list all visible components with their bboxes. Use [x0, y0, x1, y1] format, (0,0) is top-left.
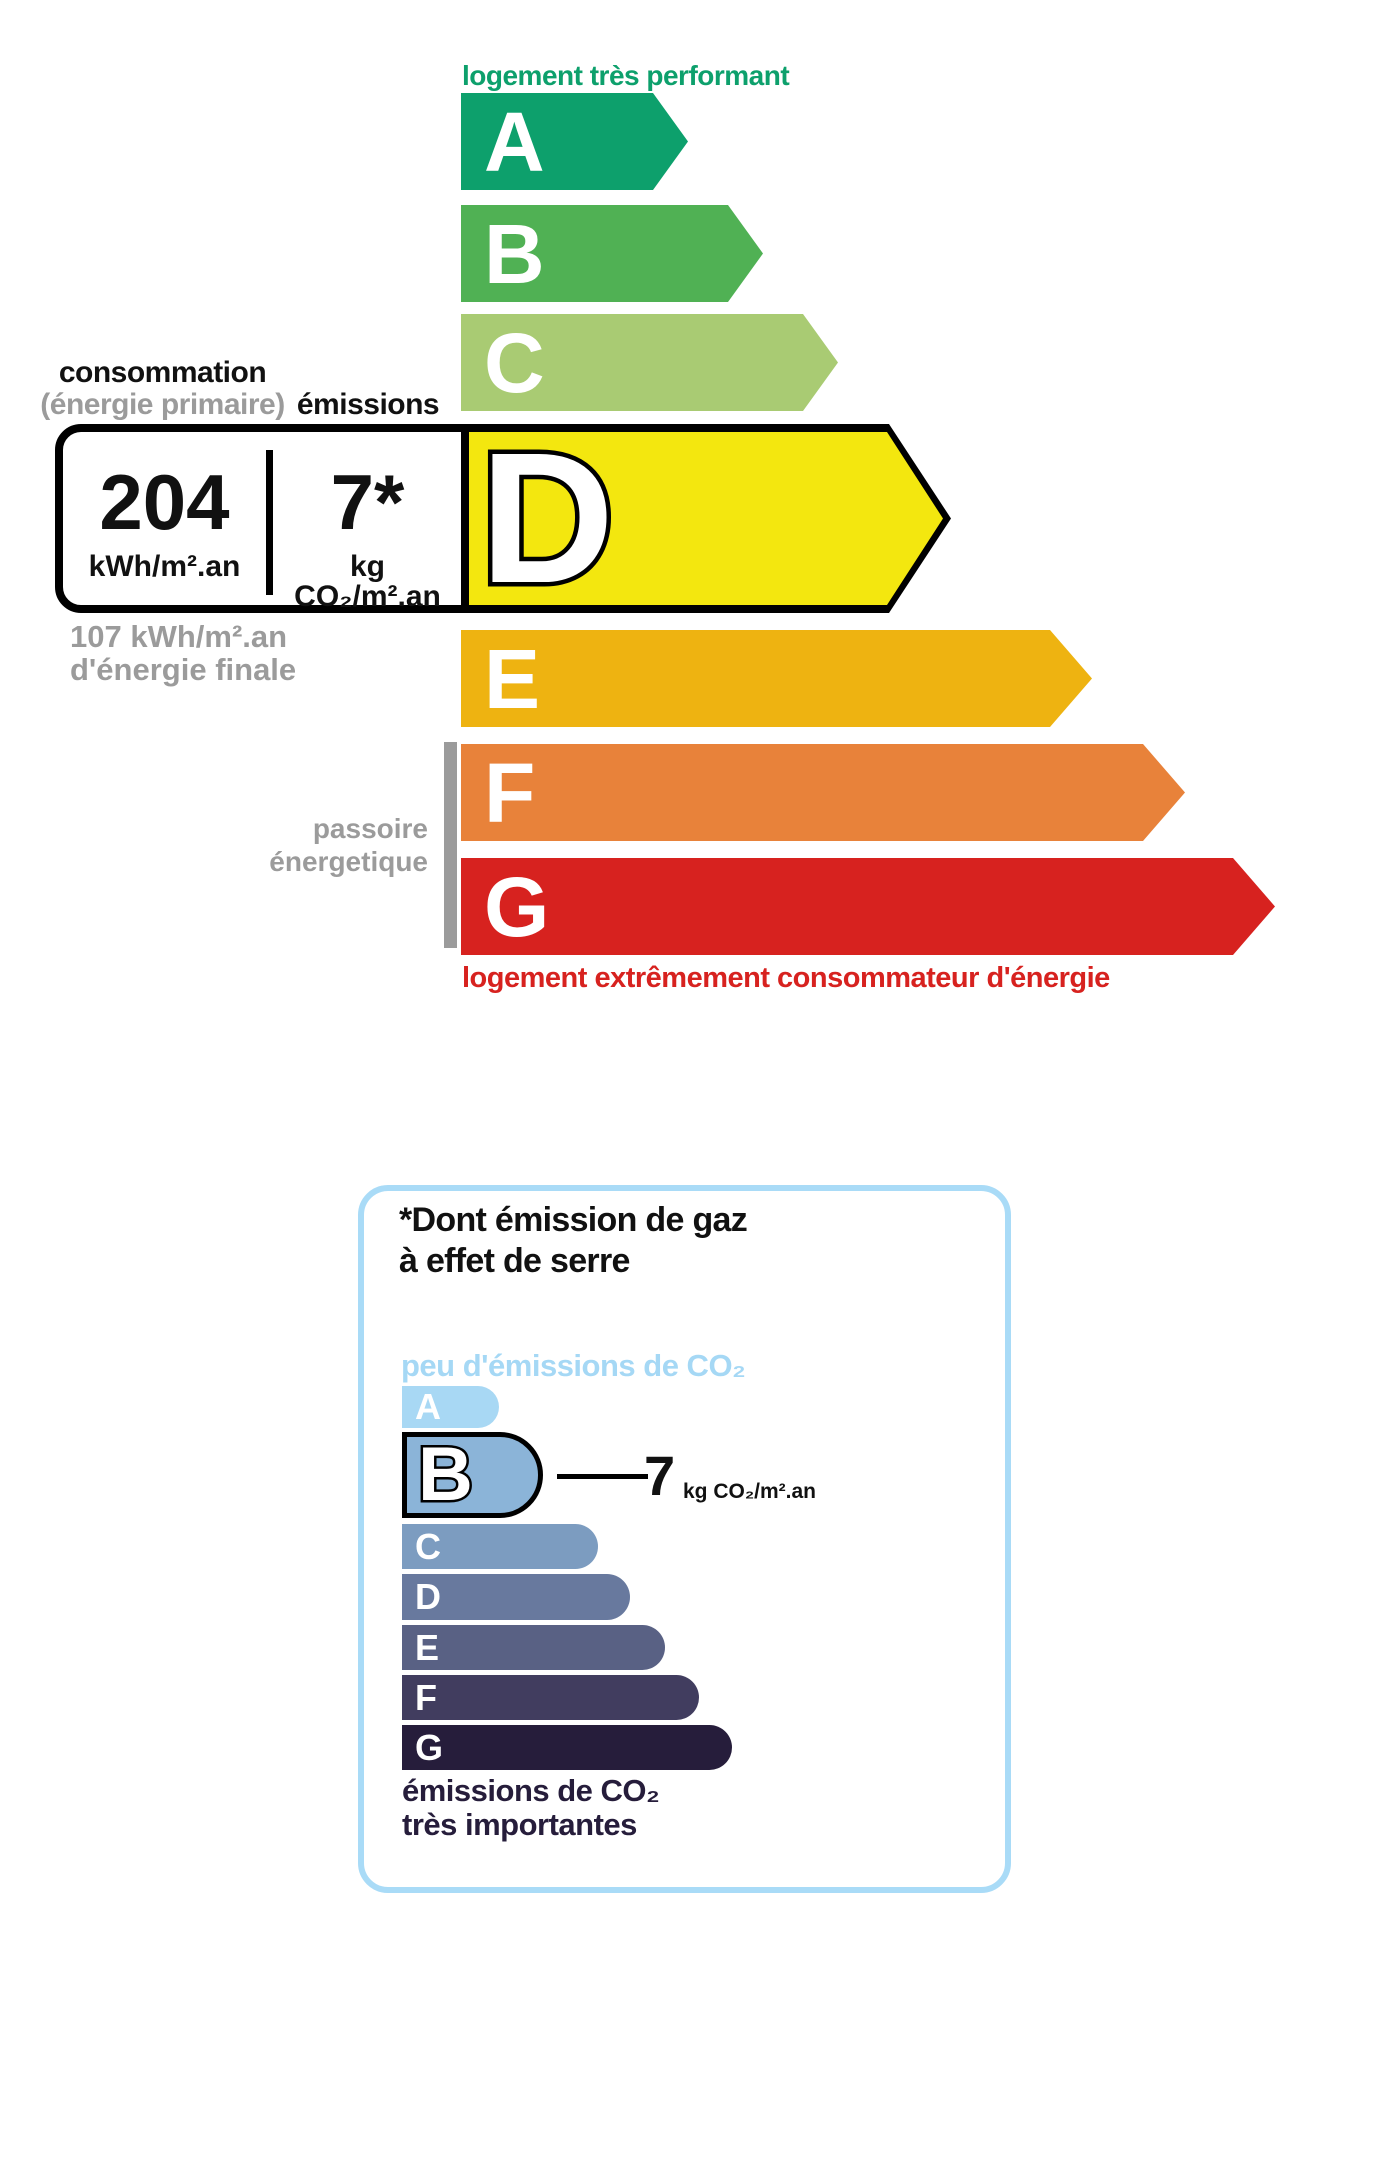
primary-energy-label: (énergie primaire)	[40, 388, 285, 421]
co2-class-bar-G: G	[402, 1725, 732, 1770]
current-class-arrow-fill	[469, 432, 943, 605]
final-energy-note: 107 kWh/m².an d'énergie finale	[70, 620, 296, 686]
co2-class-bar-D: D	[402, 1574, 630, 1620]
co2-bottom-caption-line2: très importantes	[402, 1807, 637, 1842]
energy-class-bar-G: G	[461, 858, 1275, 955]
co2-class-bar-E: E	[402, 1625, 665, 1670]
co2-bottom-caption-line1: émissions de CO₂	[402, 1773, 660, 1808]
co2-class-letter-A: A	[415, 1386, 441, 1427]
energy-sieve-bracket	[444, 742, 457, 948]
bottom-caption: logement extrêmement consommateur d'éner…	[462, 962, 1110, 994]
energy-sieve-label: passoire énergetique	[180, 812, 428, 878]
energy-class-letter-G: G	[484, 859, 550, 954]
consumption-label: consommation	[58, 356, 267, 389]
energy-class-bar-C: C	[461, 314, 838, 411]
co2-class-letter-F: F	[415, 1676, 437, 1718]
consumption-emissions-box	[55, 424, 471, 613]
energy-sieve-line2: énergetique	[269, 846, 428, 877]
co2-title-line1: *Dont émission de gaz	[399, 1201, 748, 1239]
energy-class-letter-F: F	[484, 745, 536, 840]
energy-class-letter-C: C	[484, 315, 545, 410]
co2-title-line2: à effet de serre	[399, 1242, 630, 1280]
final-energy-note-line1: 107 kWh/m².an	[70, 619, 288, 654]
final-energy-note-line2: d'énergie finale	[70, 652, 297, 687]
co2-class-bar-C: C	[402, 1524, 598, 1569]
co2-class-letter-G: G	[415, 1726, 444, 1768]
box-divider	[266, 450, 273, 595]
current-class-letter: D	[475, 414, 618, 622]
co2-bottom-caption: émissions de CO₂ très importantes	[402, 1773, 660, 1842]
co2-class-letter-C: C	[415, 1525, 441, 1567]
emissions-value: 7*	[330, 458, 405, 546]
energy-class-bar-E: E	[461, 630, 1092, 727]
emissions-label: émissions	[296, 388, 440, 421]
emissions-unit: kg CO₂/m².an	[294, 550, 441, 613]
co2-current-class-arrow: B	[402, 1432, 543, 1518]
energy-class-letter-E: E	[484, 631, 541, 726]
co2-top-caption: peu d'émissions de CO₂	[401, 1348, 746, 1383]
consumption-value: 204	[99, 458, 230, 546]
top-caption: logement très performant	[462, 60, 790, 91]
current-class-arrow	[461, 424, 951, 613]
co2-class-letter-E: E	[415, 1626, 440, 1668]
co2-class-bar-F: F	[402, 1675, 699, 1720]
co2-pointer-line	[557, 1474, 648, 1479]
co2-value: 7	[644, 1444, 676, 1507]
energy-class-bar-A: A	[461, 93, 688, 190]
co2-panel-title: *Dont émission de gaz à effet de serre	[399, 1200, 748, 1282]
co2-value-unit: kg CO₂/m².an	[683, 1480, 817, 1503]
co2-class-bar-A: A	[402, 1386, 499, 1428]
energy-class-letter-B: B	[484, 206, 545, 301]
energy-class-letter-A: A	[484, 94, 545, 189]
energy-sieve-line1: passoire	[312, 813, 428, 844]
co2-current-class-letter: B	[416, 1432, 476, 1517]
consumption-unit: kWh/m².an	[88, 550, 241, 583]
energy-class-bar-F: F	[461, 744, 1185, 841]
energy-class-bar-B: B	[461, 205, 763, 302]
co2-class-letter-D: D	[415, 1576, 441, 1617]
